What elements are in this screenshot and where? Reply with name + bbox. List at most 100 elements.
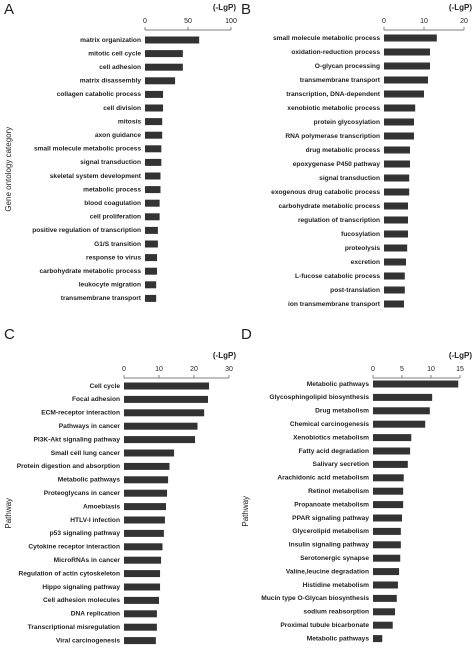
category-label: Drug metabolism: [315, 408, 369, 415]
y-axis-label: Pathway: [241, 496, 250, 527]
category-label: L-fucose catabolic process: [295, 273, 380, 280]
category-label: Salivary secretion: [313, 461, 369, 468]
category-label: Amoebiasis: [83, 503, 120, 510]
bar: [124, 637, 156, 645]
bar: [145, 90, 164, 98]
category-label: post-translation: [330, 287, 380, 294]
x-tick-label: 50: [184, 18, 192, 25]
bar: [124, 503, 166, 511]
bar: [124, 583, 161, 591]
bar: [145, 50, 183, 58]
bar: [384, 146, 410, 154]
bar: [124, 556, 162, 564]
x-tick-label: 5: [400, 366, 404, 373]
category-label: exogenous drug catabolic process: [271, 189, 380, 196]
bar: [124, 543, 163, 551]
category-label: Xenobiotics metabolism: [293, 434, 369, 441]
category-label: Pathways in cancer: [59, 423, 121, 430]
bar: [145, 172, 161, 180]
bar: [145, 240, 158, 248]
category-label: matrix organization: [80, 37, 141, 44]
category-label: MicroRNAs in cancer: [54, 557, 121, 564]
category-label: transmembrane transport: [300, 77, 381, 84]
x-tick-label: 0: [371, 366, 375, 373]
category-label: Cytokine receptor interaction: [28, 544, 120, 551]
category-label: Metabolic pathways: [307, 381, 370, 388]
category-label: excretion: [351, 259, 380, 266]
bar: [373, 474, 404, 482]
bar: [384, 202, 408, 210]
bar: [124, 489, 168, 497]
bar: [124, 436, 196, 444]
category-label: Glycerolipid metabolism: [292, 528, 369, 535]
bar: [384, 76, 428, 84]
category-label: matrix disassembly: [80, 78, 142, 85]
category-label: Cell cycle: [90, 383, 121, 390]
x-axis-label: (-LgP): [449, 3, 472, 12]
bar: [145, 213, 160, 221]
bar: [124, 529, 164, 537]
bar: [145, 281, 157, 289]
category-label: Transcriptional misregulation: [28, 624, 120, 631]
bar: [373, 541, 401, 549]
bar: [384, 118, 414, 126]
bar: [384, 216, 408, 224]
category-label: Metabolic pathways: [307, 635, 370, 642]
bar: [124, 382, 210, 390]
panel-letter: B: [241, 1, 251, 18]
bar: [145, 294, 157, 302]
bar: [124, 409, 205, 417]
y-axis-label: Gene ontology category: [4, 127, 13, 212]
bar: [384, 34, 437, 42]
category-label: response to virus: [86, 254, 141, 261]
category-label: Hippo signaling pathway: [42, 584, 120, 591]
category-label: Insulin signaling pathway: [289, 542, 370, 549]
category-label: Chemical carcinogenesis: [290, 421, 369, 428]
bar: [373, 434, 412, 442]
category-label: Glycosphingolipid biosynthesis: [269, 394, 369, 401]
category-label: cell division: [103, 105, 141, 112]
bar: [384, 188, 410, 196]
bar: [373, 581, 398, 589]
category-label: fucosylation: [341, 231, 380, 238]
bar: [373, 487, 404, 495]
category-label: Cell adhesion molecules: [43, 597, 120, 604]
category-label: metabolic process: [83, 186, 141, 193]
bar: [384, 286, 405, 294]
bar: [373, 568, 400, 576]
x-tick-label: 20: [190, 366, 198, 373]
category-label: carbohydrate metabolic process: [39, 268, 141, 275]
bar: [384, 48, 430, 56]
category-label: oxidation-reduction process: [291, 49, 380, 56]
category-label: mitotic cell cycle: [88, 50, 141, 57]
bar: [384, 132, 414, 140]
category-label: Retinol metabolism: [308, 488, 369, 495]
bar: [373, 527, 401, 535]
category-label: sodium reabsorption: [303, 609, 369, 616]
category-label: positive regulation of transcription: [32, 227, 141, 234]
bar: [145, 267, 158, 275]
bar: [145, 254, 158, 262]
bar: [145, 63, 183, 71]
bar: [373, 594, 397, 602]
category-label: O-glycan processing: [315, 63, 380, 70]
bar: [373, 621, 393, 629]
bar: [384, 104, 416, 112]
bar: [124, 623, 157, 631]
bar: [145, 36, 200, 44]
category-label: Valine,leucine degradation: [286, 568, 369, 575]
category-label: Focal adhesion: [72, 396, 120, 403]
bar: [384, 230, 408, 238]
bar: [124, 476, 169, 484]
x-tick-label: 10: [155, 366, 163, 373]
bar: [384, 160, 410, 168]
category-label: HTLV-I infection: [70, 517, 120, 524]
category-label: skeletal system development: [50, 173, 142, 180]
bar: [384, 174, 410, 182]
bar: [145, 104, 164, 112]
category-label: cell proliferation: [90, 214, 141, 221]
bar: [124, 449, 175, 457]
bar: [373, 460, 408, 468]
category-label: collagen catabolic process: [57, 91, 142, 98]
